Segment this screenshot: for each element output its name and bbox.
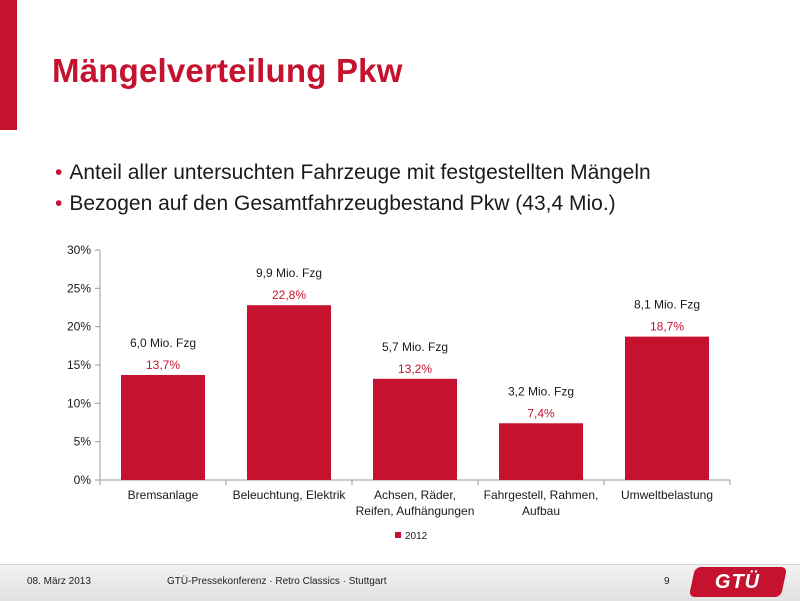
data-label: 13,2% [398, 362, 432, 376]
bar-chart: 0% 5% 10% 15% 20% 25% 30% 13,7% 6,0 Mio. Fzg Brem… [67, 243, 731, 542]
y-tick-label: 15% [67, 358, 91, 372]
bar [247, 305, 331, 480]
legend-entry: 2012 [405, 531, 428, 542]
x-tick-label: Achsen, Räder, [374, 488, 456, 502]
x-tick-label: Umweltbelastung [621, 488, 713, 502]
x-tick-label: Aufbau [522, 504, 560, 518]
annotation-label: 8,1 Mio. Fzg [634, 298, 700, 312]
footer: 08. März 2013 GTÜ-Pressekonferenz · Retr… [0, 564, 800, 601]
bar [373, 378, 457, 480]
y-tick-label: 5% [74, 435, 92, 449]
footer-conference: GTÜ-Pressekonferenz · Retro Classics · S… [167, 576, 387, 587]
annotation-label: 6,0 Mio. Fzg [130, 336, 196, 350]
x-tick-label: Bremsanlage [128, 488, 199, 502]
data-label: 22,8% [272, 288, 306, 302]
annotation-label: 9,9 Mio. Fzg [256, 266, 322, 280]
data-label: 18,7% [650, 320, 684, 334]
bullet-symbol: • [55, 161, 63, 184]
legend-swatch [395, 532, 401, 538]
bar [625, 336, 709, 480]
gtu-logo: GTÜ [688, 567, 788, 597]
bullet-text-2: Bezogen auf den Gesamtfahrzeugbestand Pk… [69, 192, 616, 215]
y-tick-label: 0% [74, 473, 92, 487]
slide-title: Mängelverteilung Pkw [52, 52, 403, 89]
y-tick-label: 20% [67, 320, 91, 334]
bullet-symbol: • [55, 192, 63, 215]
bar [499, 423, 583, 480]
bullet-item-1: • Anteil aller untersuchten Fahrzeuge mit… [55, 157, 651, 188]
bar [121, 374, 205, 480]
y-tick-label: 30% [67, 243, 91, 257]
y-tick-label: 10% [67, 396, 91, 410]
accent-bar [0, 0, 17, 130]
y-tick-label: 25% [67, 281, 91, 295]
annotation-label: 3,2 Mio. Fzg [508, 384, 574, 398]
x-tick-label: Fahrgestell, Rahmen, [484, 488, 599, 502]
bullet-item-2: • Bezogen auf den Gesamtfahrzeugbestand P… [55, 188, 651, 219]
annotation-label: 5,7 Mio. Fzg [382, 340, 448, 354]
logo-text: GTÜ [715, 570, 761, 593]
bullet-list: • Anteil aller untersuchten Fahrzeuge mit… [55, 157, 651, 219]
data-label: 13,7% [146, 358, 180, 372]
page-number: 9 [664, 576, 670, 587]
x-tick-label: Reifen, Aufhängungen [356, 504, 475, 518]
data-label: 7,4% [527, 406, 555, 420]
x-tick-label: Beleuchtung, Elektrik [233, 488, 347, 502]
bullet-text-1: Anteil aller untersuchten Fahrzeuge mit … [69, 161, 651, 184]
footer-date: 08. März 2013 [27, 576, 91, 587]
